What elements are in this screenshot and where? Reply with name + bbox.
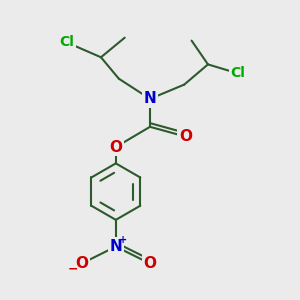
Text: O: O: [179, 129, 192, 144]
Text: N: N: [110, 239, 122, 254]
Text: O: O: [109, 140, 122, 154]
Text: Cl: Cl: [59, 35, 74, 50]
Text: N: N: [144, 92, 156, 106]
Text: +: +: [119, 235, 127, 245]
Text: Cl: Cl: [230, 66, 245, 80]
Text: −: −: [68, 263, 78, 276]
Text: O: O: [75, 256, 88, 271]
Text: O: O: [143, 256, 157, 271]
